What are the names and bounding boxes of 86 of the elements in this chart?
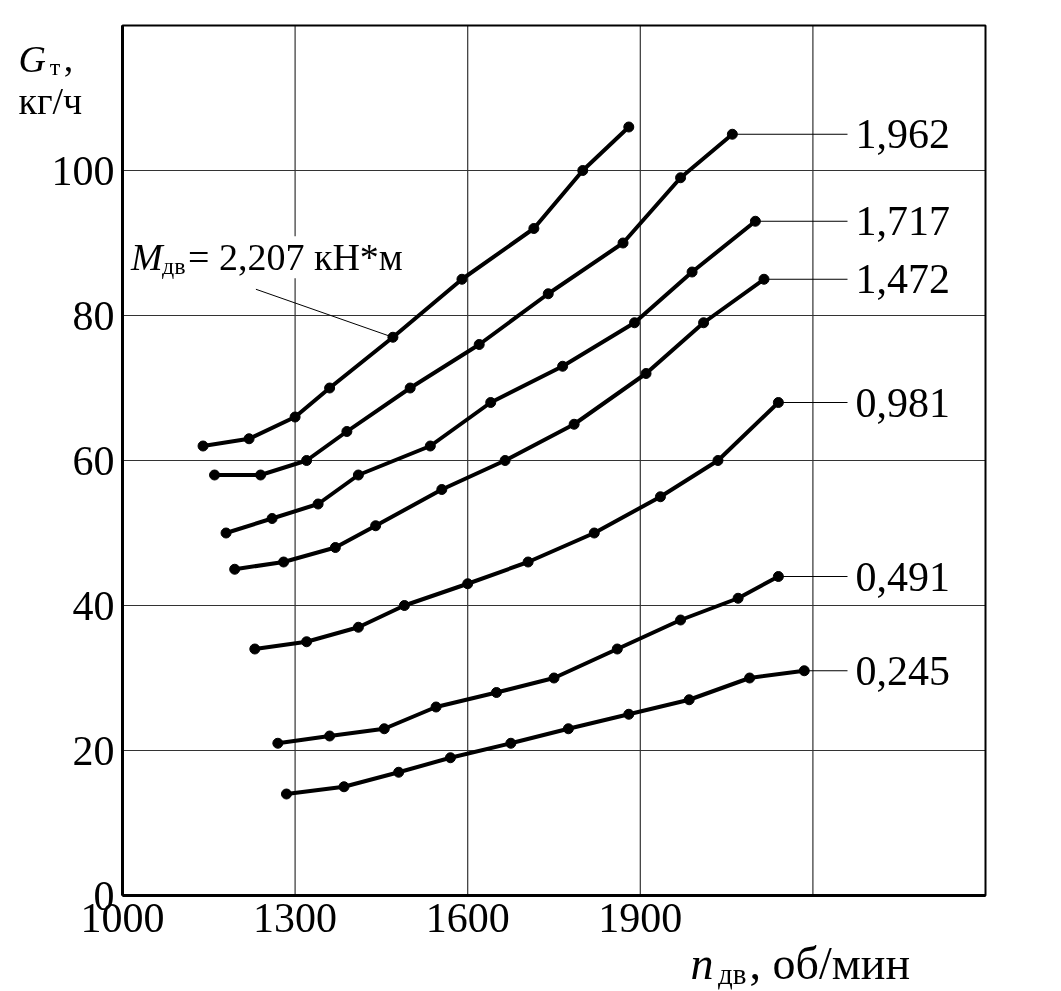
point — [209, 469, 221, 481]
point — [352, 621, 364, 633]
point — [675, 172, 687, 184]
y-tick-label: 60 — [72, 437, 115, 484]
x-axis-title: nдв, об/мин — [690, 938, 910, 990]
legend-label: 0,245 — [855, 647, 950, 694]
point — [338, 781, 350, 793]
point — [243, 433, 255, 445]
point — [341, 426, 353, 437]
point — [485, 397, 497, 408]
point — [436, 484, 448, 495]
point — [611, 643, 623, 655]
point — [640, 368, 652, 379]
point — [629, 317, 641, 329]
point — [686, 266, 698, 278]
point — [698, 317, 710, 329]
point — [577, 165, 589, 176]
point — [278, 556, 290, 568]
legend-label: 1,472 — [855, 256, 950, 303]
point — [568, 418, 580, 430]
point — [462, 578, 474, 590]
point — [378, 723, 390, 735]
x-tick-label: 1900 — [598, 894, 683, 941]
point — [473, 339, 485, 350]
point — [398, 600, 410, 611]
point — [456, 273, 468, 285]
point — [623, 708, 635, 720]
point — [726, 128, 738, 140]
series-label: Mдв= 2,207 кН*м — [129, 236, 403, 279]
legend-label: 1,717 — [855, 198, 950, 245]
point — [352, 469, 364, 481]
point — [393, 766, 405, 778]
point — [387, 331, 399, 343]
point — [588, 527, 600, 539]
point — [617, 237, 629, 249]
point — [732, 592, 744, 604]
point — [505, 737, 517, 749]
y-axis-title: Gт, кг/ч — [18, 37, 83, 122]
point — [562, 723, 574, 735]
point — [758, 273, 770, 285]
point — [272, 737, 284, 749]
x-tick-label: 1300 — [253, 894, 338, 941]
point — [324, 730, 336, 742]
point — [249, 643, 261, 655]
x-tick-label: 1600 — [425, 894, 510, 941]
y-tick-label: 100 — [51, 147, 115, 194]
point — [499, 455, 511, 466]
point — [329, 542, 341, 553]
point — [749, 215, 761, 227]
point — [266, 513, 278, 524]
point — [280, 788, 292, 800]
point — [548, 672, 560, 684]
point — [301, 636, 313, 648]
point — [220, 527, 232, 539]
point — [675, 614, 687, 626]
point — [623, 121, 635, 133]
y-tick-label: 20 — [72, 727, 115, 774]
point — [744, 672, 756, 684]
point — [683, 694, 695, 706]
point — [404, 382, 416, 394]
point — [301, 455, 313, 466]
point — [712, 455, 724, 466]
point — [772, 397, 784, 408]
point — [490, 687, 502, 698]
point — [772, 571, 784, 582]
legend-label: 0,491 — [855, 553, 950, 600]
point — [229, 563, 241, 575]
point — [444, 752, 456, 764]
point — [522, 556, 534, 568]
point — [430, 701, 442, 713]
y-tick-label: 80 — [72, 292, 115, 339]
point — [324, 382, 336, 394]
point — [197, 440, 209, 452]
point — [528, 223, 540, 234]
point — [557, 360, 569, 372]
point — [312, 498, 324, 510]
legend-label: 0,981 — [855, 379, 950, 426]
point — [654, 491, 666, 503]
point — [370, 520, 382, 532]
point — [424, 440, 436, 452]
legend-label: 1,962 — [855, 111, 950, 158]
point — [255, 469, 267, 481]
y-tick-label: 40 — [72, 582, 115, 629]
point — [798, 665, 810, 677]
point — [542, 288, 554, 300]
point — [289, 411, 301, 423]
